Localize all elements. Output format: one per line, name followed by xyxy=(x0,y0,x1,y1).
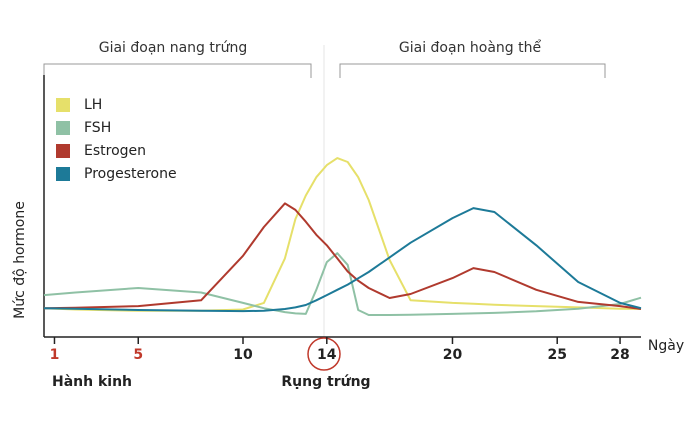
legend-swatch xyxy=(56,167,70,181)
x-tick-label: 1 xyxy=(50,347,60,363)
legend-swatch xyxy=(56,121,70,135)
legend-label: Estrogen xyxy=(84,143,146,159)
legend-swatch xyxy=(56,98,70,112)
x-tick-label: 25 xyxy=(547,347,566,363)
x-axis-label: Ngày xyxy=(648,338,684,354)
series-line xyxy=(43,207,642,313)
x-tick-label: 28 xyxy=(610,347,629,363)
legend-label: Progesterone xyxy=(84,166,177,182)
legend-swatch xyxy=(56,144,70,158)
annotation: Rụng trứng xyxy=(281,374,370,390)
legend-label: FSH xyxy=(84,120,111,136)
series-line xyxy=(43,252,642,316)
annotation: Hành kinh xyxy=(52,374,132,390)
phase-label: Giai đoạn hoàng thể xyxy=(399,39,542,56)
series-line xyxy=(43,202,642,310)
phase-label: Giai đoạn nang trứng xyxy=(99,40,248,56)
y-axis-label: Mức độ hormone xyxy=(12,201,28,319)
legend-label: LH xyxy=(84,97,102,113)
ovulation-circle xyxy=(307,337,341,371)
phase-bracket xyxy=(339,63,606,78)
x-tick-label: 20 xyxy=(443,347,463,363)
phase-bracket xyxy=(43,63,312,78)
x-tick-label: 5 xyxy=(133,347,143,363)
series-line xyxy=(43,157,642,312)
x-tick-label: 10 xyxy=(233,347,253,363)
x-tick-label: 14 xyxy=(317,347,337,363)
